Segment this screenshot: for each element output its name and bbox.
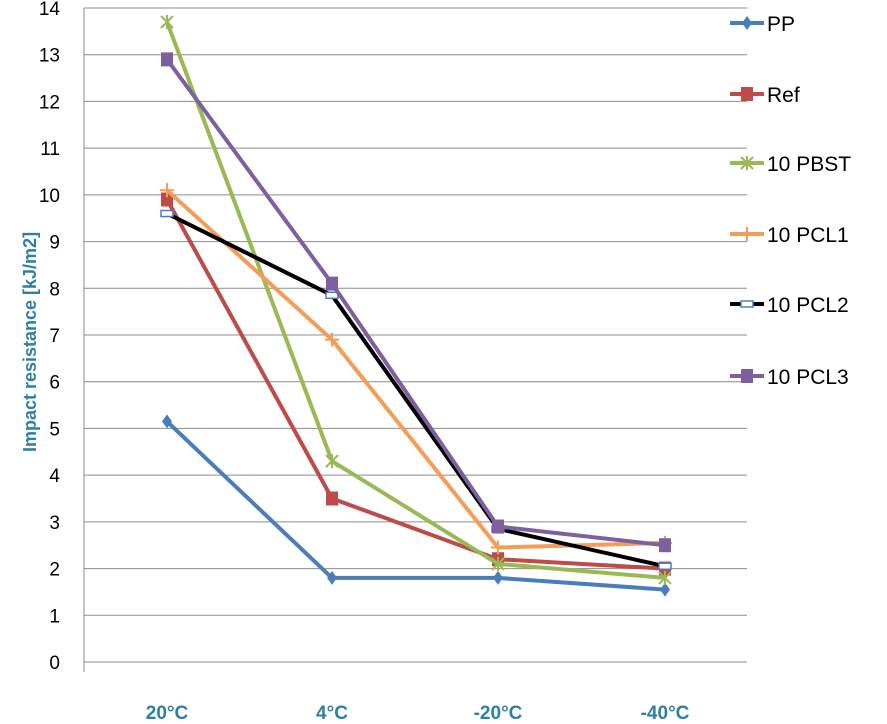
gridlines [84,7,747,663]
legend-item: Ref [730,84,800,107]
data-point [325,454,339,469]
series-line [165,58,666,548]
legend-label: 10 PCL3 [767,366,849,389]
y-tick-label: 10 [39,186,60,207]
series-line [165,188,666,550]
data-point [162,414,172,429]
legend-marker [741,369,753,383]
series-10-pbst [160,15,672,585]
series-line [165,419,666,592]
x-tick-label: 4°C [316,703,348,724]
legend-label: 10 PCL1 [767,224,849,247]
y-tick-label: 0 [49,653,60,674]
legend-marker [741,87,753,101]
y-tick-label: 6 [49,373,60,394]
data-point [659,538,671,553]
y-tick-label: 7 [49,326,60,347]
legend-item: 10 PCL3 [730,366,849,389]
data-point [160,209,174,218]
data-point [658,570,672,585]
series-line [165,21,666,580]
data-point [160,183,174,198]
y-tick-label: 13 [39,46,60,67]
legend-marker [740,300,754,308]
legend-label: 10 PBST [767,153,851,176]
data-point [493,570,503,585]
legend: PP Ref 10 PBST 10 PCL1 10 PCL2 10 PCL3 [730,13,851,389]
y-tick-label: 9 [49,233,60,254]
legend-item: 10 PCL1 [730,224,849,247]
y-tick-label: 1 [49,606,60,627]
data-point [660,582,670,597]
legend-label: 10 PCL2 [767,294,849,317]
legend-label: Ref [767,84,800,107]
legend-marker [740,156,754,170]
series-pp [162,414,670,597]
y-tick-label: 4 [49,466,60,487]
y-tick-label: 3 [49,513,60,534]
legend-label: PP [767,13,795,36]
data-point [491,556,505,571]
series-line [166,211,666,569]
y-tick-label: 5 [49,419,60,440]
legend-item: 10 PBST [730,153,851,176]
data-point [160,15,174,30]
y-tick-label: 2 [49,560,60,581]
data-point [326,491,338,506]
x-tick-label: -20°C [474,703,523,724]
data-point [161,192,173,207]
series-10-pcl3 [161,52,671,553]
data-point [161,52,173,67]
y-tick-label: 12 [39,92,60,113]
series-line [165,198,666,571]
x-tick-label: -40°C [641,703,690,724]
series-10-pcl1 [160,183,672,555]
data-point [325,332,339,347]
data-point [658,562,672,570]
y-tick-label: 11 [40,139,60,160]
legend-item: PP [730,13,795,36]
series-layer [160,15,672,597]
legend-item: 10 PCL2 [730,294,849,317]
data-point [491,540,505,555]
y-tick-label: 14 [39,0,61,20]
x-tick-label: 20°C [146,703,189,724]
data-point [326,276,338,291]
x-tick-labels: 20°C 4°C -20°C -40°C [146,703,690,724]
y-axis-label: Impact resistance [kJ/m2] [20,232,40,452]
data-point [327,570,337,585]
y-tick-label: 8 [49,279,60,300]
legend-marker [742,16,752,30]
legend-marker [740,227,754,241]
data-point [492,519,504,534]
